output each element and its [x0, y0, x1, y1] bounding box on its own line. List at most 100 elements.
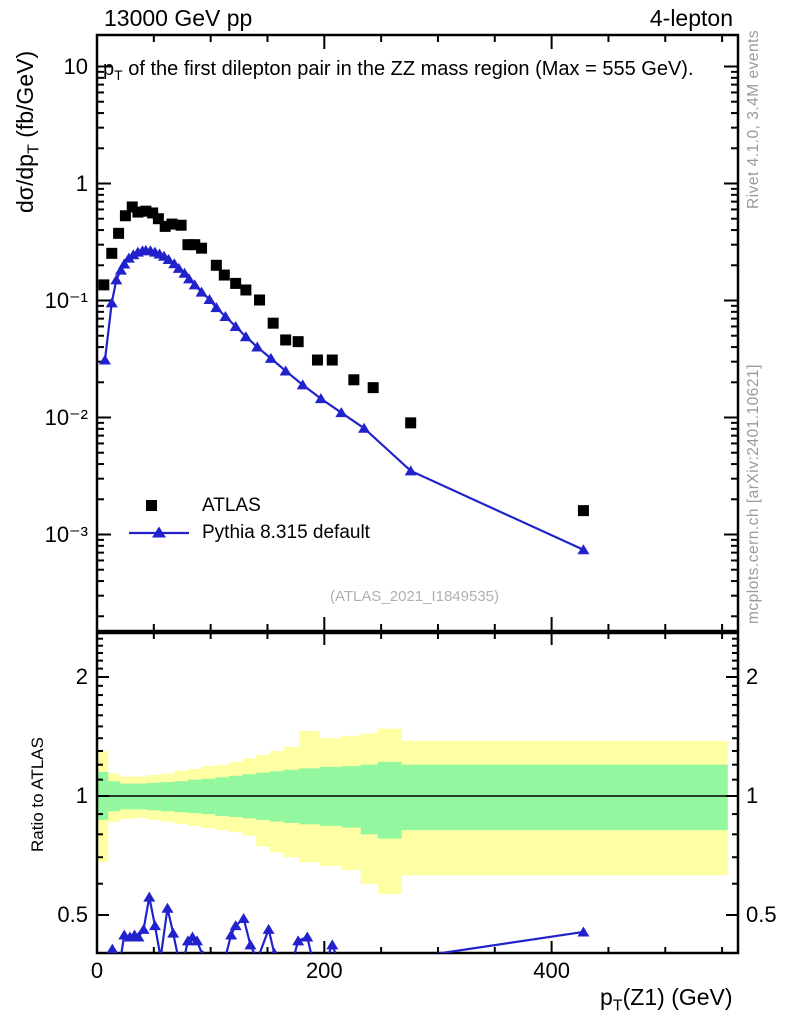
mcplots-arxiv-note: mcplots.cern.ch [arXiv:2401.10621]: [745, 364, 762, 624]
ratio-panel-frame: [95, 631, 740, 955]
ratio-y-tick-label-right: 2: [746, 664, 759, 689]
triangle-marker: [118, 258, 131, 269]
plot-title-post: of the first dilepton pair in the ZZ mas…: [122, 58, 694, 80]
triangle-marker: [271, 947, 278, 953]
triangle-marker: [279, 365, 292, 376]
atlas-data-point: [218, 269, 230, 281]
main-y-axis-label-sub: T: [24, 144, 43, 155]
ratio-y-tick-label-left: 1: [75, 783, 88, 808]
x-tick-label: 400: [533, 958, 570, 983]
atlas-data-point: [166, 218, 178, 230]
atlas-data-point: [106, 247, 118, 259]
triangle-marker: [167, 927, 180, 938]
triangle-marker: [251, 954, 263, 964]
atlas-data-point: [147, 207, 159, 219]
triangle-marker: [172, 262, 185, 273]
triangle-marker: [110, 274, 123, 285]
triangle-marker: [203, 293, 216, 304]
ratio-band-inner: [377, 761, 402, 839]
triangle-marker: [210, 986, 222, 996]
rivet-version-note: Rivet 4.1.0, 3.4M events: [745, 29, 762, 209]
atlas-data-point: [210, 259, 222, 271]
plot-title: pT of the first dilepton pair in the ZZ …: [103, 58, 694, 83]
triangle-marker: [326, 939, 339, 950]
triangle-marker: [106, 943, 119, 953]
atlas-data-point: [196, 242, 208, 254]
atlas-data-point: [119, 210, 131, 222]
triangle-marker: [358, 422, 371, 433]
triangle-marker: [301, 931, 314, 942]
triangle-marker: [188, 279, 201, 290]
legend: ATLAS Pythia 8.315 default: [128, 492, 370, 546]
x-axis-label-post: (Z1) (GeV): [622, 984, 733, 1010]
triangle-marker: [262, 923, 275, 934]
triangle-marker: [251, 341, 264, 352]
ratio-band-inner: [341, 766, 361, 828]
triangle-marker: [264, 352, 277, 363]
triangle-marker: [348, 997, 360, 1007]
legend-item-pythia: Pythia 8.315 default: [128, 519, 370, 546]
triangle-marker: [210, 302, 223, 313]
x-tick-label: 200: [305, 958, 343, 983]
ratio-y-tick-label-right: 1: [746, 783, 759, 808]
triangle-marker: [314, 393, 327, 404]
legend-label-atlas: ATLAS: [202, 494, 261, 516]
atlas-data-point: [175, 219, 187, 231]
triangle-marker: [244, 939, 257, 950]
main-y-tick-label: 10⁻²: [44, 404, 88, 430]
triangle-marker: [404, 465, 417, 476]
main-y-tick-label: 1: [75, 170, 88, 196]
pythia-triangle-line-marker-icon: [128, 523, 190, 543]
analysis-id-watermark: (ATLAS_2021_I1849535): [329, 588, 499, 605]
atlas-data-point: [254, 294, 266, 306]
atlas-data-point: [348, 374, 360, 386]
triangle-marker: [219, 310, 232, 321]
atlas-square-marker-icon: [128, 496, 190, 516]
triangle-marker: [200, 949, 205, 953]
plot-title-sub: T: [114, 67, 123, 83]
triangle-marker: [98, 354, 111, 365]
atlas-data-point: [98, 279, 110, 291]
atlas-data-point: [152, 213, 164, 225]
triangle-marker: [148, 920, 161, 931]
triangle-marker: [225, 929, 238, 940]
atlas-data-point: [311, 354, 323, 366]
ratio-band-inner: [401, 764, 728, 831]
triangle-marker: [114, 264, 127, 275]
triangle-marker: [191, 935, 204, 946]
plot-title-pre: p: [103, 58, 115, 80]
atlas-data-point: [405, 417, 417, 429]
analysis-group-label: 4-lepton: [649, 5, 733, 31]
triangle-marker: [410, 952, 412, 953]
legend-item-atlas: ATLAS: [128, 492, 370, 519]
atlas-data-point: [230, 277, 242, 289]
atlas-data-point: [132, 206, 144, 218]
triangle-marker: [195, 286, 208, 297]
beam-energy-label: 13000 GeV pp: [104, 5, 253, 31]
atlas-data-point: [126, 201, 138, 213]
triangle-marker: [132, 931, 145, 942]
triangle-marker: [237, 912, 250, 923]
triangle-marker: [162, 254, 175, 265]
triangle-marker: [335, 407, 348, 418]
main-y-tick-label: 10⁻¹: [44, 287, 88, 313]
triangle-marker: [296, 379, 309, 390]
atlas-data-point: [182, 239, 194, 251]
x-axis-label: pT(Z1) (GeV): [600, 984, 733, 1016]
triangle-marker: [577, 544, 590, 555]
main-y-tick-label: 10⁻³: [44, 521, 88, 547]
atlas-data-point: [159, 220, 171, 232]
main-panel-frame: [95, 33, 740, 633]
ratio-y-tick-label-left: 2: [75, 664, 88, 689]
atlas-data-point: [113, 227, 125, 239]
x-axis-label-sub: T: [612, 996, 623, 1015]
ratio-series: [106, 891, 590, 1007]
triangle-marker: [105, 297, 118, 308]
x-tick-label: 0: [90, 958, 104, 983]
atlas-data-point: [189, 239, 201, 251]
ratio-y-tick-label-right: 0.5: [746, 902, 777, 927]
triangle-marker: [577, 926, 590, 937]
atlas-data-point: [240, 284, 252, 296]
main-y-tick-label: 10: [63, 53, 88, 79]
